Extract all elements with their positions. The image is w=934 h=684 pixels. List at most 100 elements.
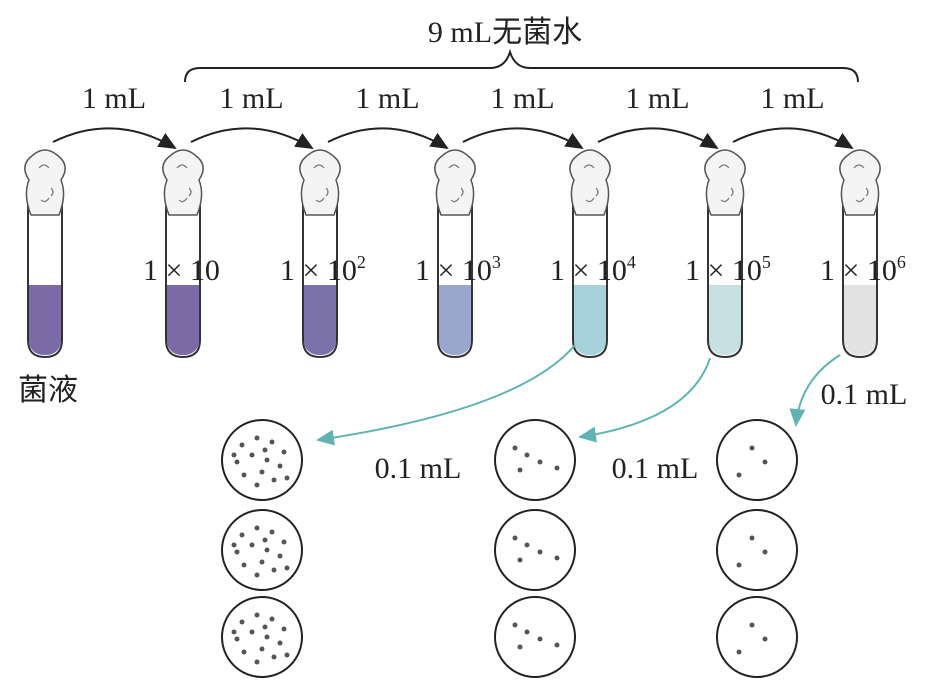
colony	[518, 645, 523, 650]
colony	[265, 458, 270, 463]
transfer-label: 1 mL	[355, 82, 419, 115]
colony	[538, 460, 543, 465]
colony	[235, 637, 240, 642]
colony	[232, 453, 237, 458]
colony	[278, 554, 283, 559]
colony	[278, 464, 283, 469]
liquid-top	[709, 285, 741, 305]
plating-label: 0.1 mL	[821, 378, 908, 411]
colony	[282, 627, 287, 632]
transfer-arrow	[598, 128, 717, 148]
plate	[717, 420, 797, 500]
dilution-label: 1 × 102	[280, 252, 366, 287]
colony	[263, 448, 268, 453]
colony	[737, 650, 742, 655]
colony	[525, 630, 530, 635]
transfer-label: 1 mL	[625, 82, 689, 115]
colony	[763, 460, 768, 465]
colony	[555, 643, 560, 648]
plate	[717, 597, 797, 677]
bracket	[185, 52, 858, 82]
liquid-top	[844, 285, 876, 305]
title: 9 mL无菌水	[428, 16, 582, 49]
colony	[260, 560, 265, 565]
colony	[513, 623, 518, 628]
colony	[750, 446, 755, 451]
transfer-arrow	[328, 128, 447, 148]
colony	[240, 620, 245, 625]
colony	[272, 655, 277, 660]
colony	[255, 660, 260, 665]
colony	[525, 543, 530, 548]
dilution-exponent: 6	[897, 252, 906, 272]
transfer-label: 1 mL	[490, 82, 554, 115]
colony	[737, 563, 742, 568]
plate	[222, 597, 302, 677]
colony	[518, 468, 523, 473]
dilution-base: 1 × 10	[143, 254, 220, 287]
liquid-top	[304, 285, 336, 305]
colony	[270, 440, 275, 445]
colony	[240, 533, 245, 538]
colony	[250, 543, 255, 548]
liquid-top	[439, 285, 471, 305]
colony	[242, 650, 247, 655]
colony	[282, 450, 287, 455]
colony	[525, 453, 530, 458]
plate	[495, 510, 575, 590]
colony	[272, 568, 277, 573]
colony	[242, 563, 247, 568]
dilution-base: 1 × 10	[820, 254, 897, 287]
transfer-arrow	[53, 128, 175, 148]
plating-arrow	[580, 358, 710, 437]
plate	[222, 420, 302, 500]
colony	[270, 530, 275, 535]
colony	[232, 630, 237, 635]
dilution-exponent: 3	[492, 252, 501, 272]
colony	[255, 573, 260, 578]
colony	[242, 473, 247, 478]
colony	[255, 526, 260, 531]
colony	[265, 548, 270, 553]
colony	[538, 637, 543, 642]
transfer-label: 1 mL	[82, 82, 146, 115]
plate	[495, 597, 575, 677]
colony	[240, 443, 245, 448]
cotton-plug	[300, 150, 340, 215]
colony	[513, 446, 518, 451]
colony	[270, 617, 275, 622]
colony	[555, 556, 560, 561]
dilution-exponent: 2	[357, 252, 366, 272]
colony	[555, 466, 560, 471]
colony	[538, 550, 543, 555]
colony	[255, 436, 260, 441]
cotton-plug	[840, 150, 880, 215]
transfer-arrow	[733, 128, 852, 148]
dilution-exponent: 4	[627, 252, 636, 272]
diagram: 9 mL无菌水 菌液 1 mL1 mL1 mL1 mL1 mL1 mL1 × 1…	[0, 0, 934, 684]
cotton-plug	[570, 150, 610, 215]
colony	[260, 647, 265, 652]
colony	[260, 470, 265, 475]
colony	[518, 558, 523, 563]
plating-label: 0.1 mL	[612, 452, 699, 485]
colony	[763, 550, 768, 555]
colony	[763, 637, 768, 642]
colony	[285, 476, 290, 481]
cotton-plug	[163, 150, 203, 215]
dilution-base: 1 × 10	[550, 254, 627, 287]
dilution-base: 1 × 10	[415, 254, 492, 287]
colony	[263, 625, 268, 630]
dilution-label: 1 × 10	[143, 254, 220, 287]
colony	[282, 540, 287, 545]
plate	[717, 510, 797, 590]
liquid-top	[167, 285, 199, 305]
colony	[513, 536, 518, 541]
source-label: 菌液	[18, 374, 78, 407]
transfer-arrow	[463, 128, 582, 148]
colony	[255, 613, 260, 618]
plating-label: 0.1 mL	[375, 452, 462, 485]
transfer-arrow	[191, 128, 312, 148]
colony	[255, 483, 260, 488]
